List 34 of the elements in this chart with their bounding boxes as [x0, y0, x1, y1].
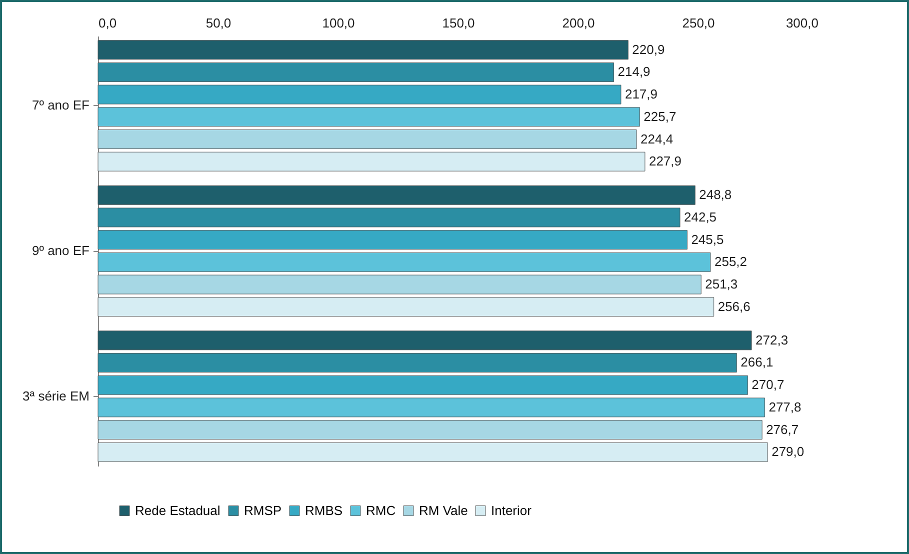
data-label: 276,7	[766, 422, 799, 437]
data-label: 220,9	[632, 42, 665, 57]
x-tick-label: 300,0	[786, 16, 818, 30]
legend-label: RMSP	[244, 502, 282, 518]
data-label: 277,8	[768, 399, 802, 414]
x-tick-label: 200,0	[562, 16, 595, 30]
data-label: 214,9	[618, 64, 650, 80]
data-label: 255,2	[714, 254, 748, 270]
x-tick-label: 150,0	[442, 16, 475, 30]
legend-label: RMBS	[305, 502, 343, 518]
legend-label: Interior	[491, 502, 532, 518]
x-tick-label: 100,0	[322, 16, 355, 30]
data-label: 224,4	[640, 131, 674, 146]
data-label: 279,0	[772, 444, 804, 460]
data-label: 225,7	[644, 108, 676, 124]
data-label: 251,3	[705, 276, 738, 292]
data-label: 270,7	[752, 377, 784, 392]
data-label: 256,6	[718, 298, 750, 314]
data-label: 245,5	[691, 232, 724, 247]
data-label: 217,9	[624, 86, 658, 102]
data-label: 272,3	[756, 332, 788, 348]
legend-label: Rede Estadual	[135, 502, 220, 518]
legend-label: RM Vale	[419, 502, 468, 518]
legend-label: RMC	[366, 502, 396, 518]
data-label: 248,8	[699, 187, 732, 202]
y-tick-label: 9º ano EF	[32, 243, 90, 258]
x-tick-label: 50,0	[206, 16, 232, 30]
x-tick-label: 250,0	[682, 16, 715, 30]
data-label: 227,9	[648, 154, 682, 169]
x-tick-label: 0,0	[98, 16, 117, 30]
data-label: 266,1	[740, 354, 774, 370]
data-label: 242,5	[684, 209, 717, 224]
y-tick-label: 7º ano EF	[32, 98, 90, 113]
y-tick-label: 3ª série EM	[22, 388, 90, 404]
